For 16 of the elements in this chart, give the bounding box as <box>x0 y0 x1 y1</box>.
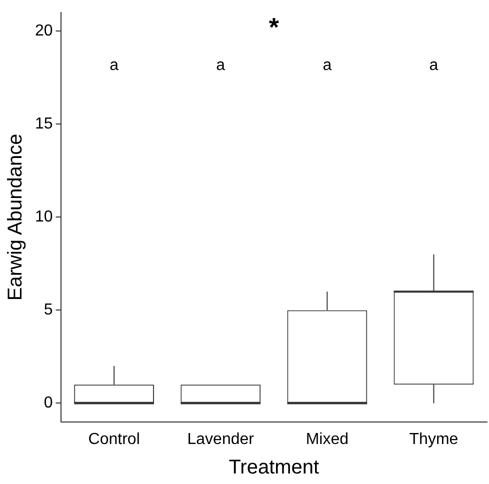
x-tick-label: Control <box>88 430 140 448</box>
y-tick-label: 10 <box>35 208 53 226</box>
x-axis-title: Treatment <box>228 456 320 479</box>
x-tick-label: Mixed <box>306 430 349 448</box>
x-tick-label: Thyme <box>409 430 458 448</box>
x-tick-label: Lavender <box>187 430 255 448</box>
y-tick-label: 5 <box>44 302 53 319</box>
y-axis-title: Earwig Abundance <box>4 134 27 301</box>
annotation: a <box>110 57 119 74</box>
y-tick-label: 20 <box>35 22 53 40</box>
annotation: a <box>322 57 332 74</box>
annotation: a <box>429 57 438 74</box>
annotation: a <box>216 57 226 74</box>
y-tick-label: 0 <box>44 394 53 412</box>
annotation: * <box>268 12 280 42</box>
y-tick-label: 15 <box>35 116 53 133</box>
